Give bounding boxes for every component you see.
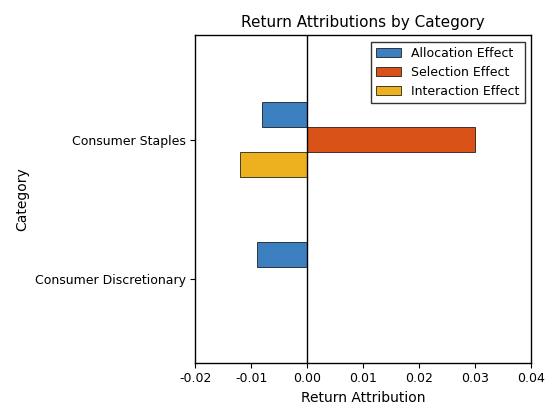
Bar [263,102,307,127]
X-axis label: Return Attribution: Return Attribution [301,391,426,405]
Title: Return Attributions by Category: Return Attributions by Category [241,15,485,30]
Bar [257,241,307,267]
Bar [307,127,475,152]
Legend: Allocation Effect, Selection Effect, Interaction Effect: Allocation Effect, Selection Effect, Int… [371,42,525,103]
Bar [240,152,307,177]
Y-axis label: Category: Category [15,167,29,231]
